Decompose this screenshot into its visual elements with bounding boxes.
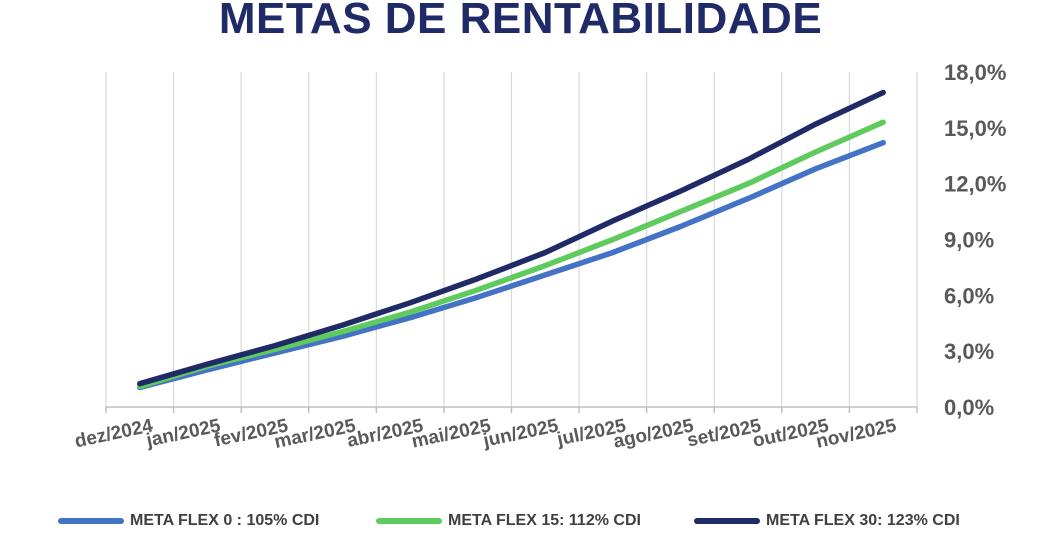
x-axis-ticks (105, 407, 918, 413)
y-tick-label: 15,0% (944, 116, 1006, 141)
series-lines (137, 89, 886, 391)
series-line-0 (137, 139, 886, 391)
x-tick-label: jun/2025 (481, 415, 561, 452)
legend-swatch-flex-0 (58, 518, 124, 524)
legend-swatch-flex-30 (694, 518, 760, 524)
legend-label-flex-0: META FLEX 0 : 105% CDI (130, 512, 320, 529)
x-axis-labels: dez/2024jan/2025fev/2025mar/2025abr/2025… (73, 415, 899, 453)
legend-item-flex-30: META FLEX 30: 123% CDI (694, 506, 960, 536)
chart-title: METAS DE RENTABILIDADE (218, 0, 823, 43)
y-tick-label: 12,0% (944, 172, 1006, 197)
legend: META FLEX 0 : 105% CDI META FLEX 15: 112… (0, 506, 1041, 536)
series-line-1 (137, 119, 886, 390)
legend-label-flex-30: META FLEX 30: 123% CDI (766, 512, 960, 529)
legend-swatch-flex-15 (376, 518, 442, 524)
y-tick-label: 0,0% (944, 395, 994, 420)
x-tick-label: dez/2024 (73, 415, 155, 452)
x-tick-label: mai/2025 (410, 415, 493, 452)
y-tick-label: 9,0% (944, 228, 994, 253)
x-tick-label: jan/2025 (144, 415, 223, 451)
legend-label-flex-15: META FLEX 15: 112% CDI (448, 512, 641, 529)
y-tick-label: 6,0% (944, 283, 994, 308)
y-tick-label: 18,0% (944, 60, 1006, 85)
legend-item-flex-0: META FLEX 0 : 105% CDI (58, 506, 319, 536)
y-tick-label: 3,0% (944, 339, 994, 364)
series-line-2 (137, 89, 886, 387)
grid-lines (105, 72, 918, 407)
legend-item-flex-15: META FLEX 15: 112% CDI (376, 506, 641, 536)
y-axis-labels: 0,0% 3,0% 6,0% 9,0% 12,0% 15,0% 18,0% (944, 60, 1006, 420)
